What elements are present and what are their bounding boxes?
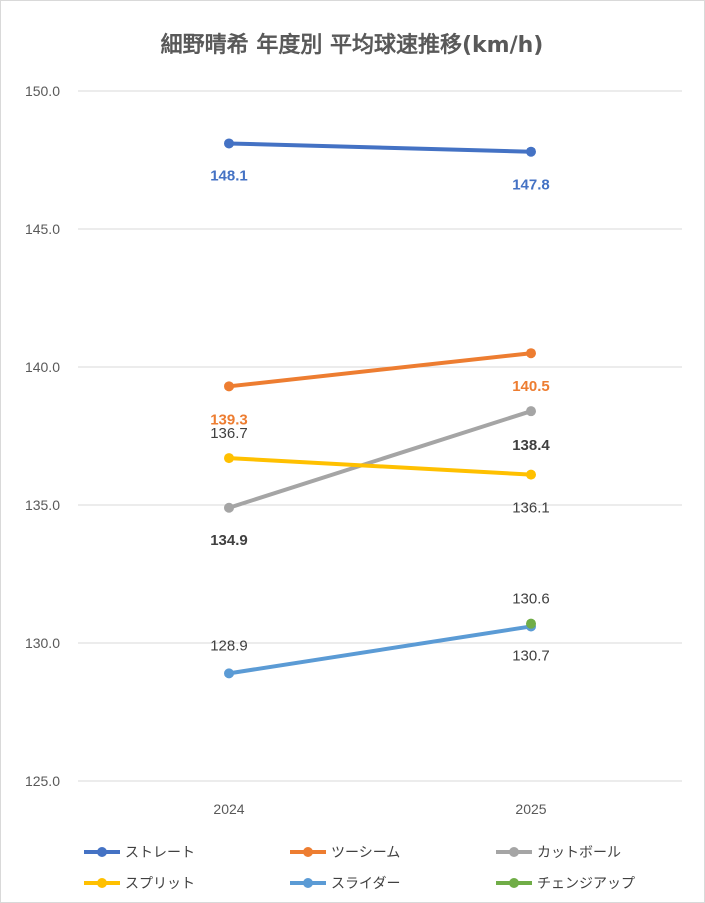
series-point <box>526 406 536 417</box>
series-group <box>224 138 536 679</box>
y-tick-label: 125.0 <box>25 773 60 789</box>
legend-label: カットボール <box>537 845 621 861</box>
grid-lines <box>78 90 682 782</box>
x-tick-label: 2024 <box>213 801 244 817</box>
data-label: 148.1 <box>210 167 248 184</box>
series-line <box>227 409 533 510</box>
chart-title: 細野晴希 年度別 平均球速推移(km/h) <box>161 32 544 58</box>
legend-item: カットボール <box>496 845 621 861</box>
data-labels: 148.1 147.8 139.3 140.5 134.9 138.4 136.7 136.1… <box>210 167 550 664</box>
legend-swatch-marker <box>97 847 107 857</box>
x-tick-label: 2025 <box>515 801 546 817</box>
y-tick-label: 130.0 <box>25 635 60 651</box>
series-point <box>224 502 234 513</box>
legend-label: チェンジアップ <box>537 876 635 892</box>
series-point <box>526 146 536 157</box>
legend-label: スプリット <box>125 876 195 892</box>
legend-swatch-marker <box>509 847 519 857</box>
data-label: 134.9 <box>210 532 248 549</box>
series-point <box>224 381 234 392</box>
series-point <box>526 469 536 480</box>
legend-label: ストレート <box>125 845 195 861</box>
series-point <box>526 618 536 629</box>
legend-swatch-marker <box>303 878 313 888</box>
data-label: 128.9 <box>210 637 248 654</box>
series-line <box>227 456 533 477</box>
legend-item: スライダー <box>290 876 400 892</box>
legend-item: スプリット <box>84 876 195 892</box>
series-point <box>224 668 234 679</box>
legend-label: ツーシーム <box>331 845 400 861</box>
data-label: 130.7 <box>512 648 550 665</box>
series-point <box>526 348 536 359</box>
series-point <box>224 138 234 149</box>
data-label: 138.4 <box>512 437 550 454</box>
legend-swatch-marker <box>97 878 107 888</box>
series-line <box>227 141 533 154</box>
y-tick-label: 135.0 <box>25 497 60 513</box>
legend-item: チェンジアップ <box>496 876 635 892</box>
legend-item: ツーシーム <box>290 845 400 861</box>
data-label: 136.7 <box>210 425 248 442</box>
y-tick-label: 145.0 <box>25 221 60 237</box>
series-line <box>227 624 533 676</box>
legend-swatch-marker <box>509 878 519 888</box>
series-line <box>227 351 533 389</box>
data-label: 147.8 <box>512 177 550 194</box>
data-label: 139.3 <box>210 411 248 428</box>
data-label: 140.5 <box>512 378 550 395</box>
legend-item: ストレート <box>84 845 195 861</box>
y-tick-label: 140.0 <box>25 359 60 375</box>
data-label: 130.6 <box>512 590 550 607</box>
y-axis: 125.0 130.0 135.0 140.0 145.0 150.0 <box>25 83 60 789</box>
series-point <box>224 453 234 464</box>
data-label: 136.1 <box>512 500 550 517</box>
y-tick-label: 150.0 <box>25 83 60 99</box>
x-axis: 2024 2025 <box>213 801 546 817</box>
legend-swatch-marker <box>303 847 313 857</box>
legend-label: スライダー <box>331 876 400 892</box>
